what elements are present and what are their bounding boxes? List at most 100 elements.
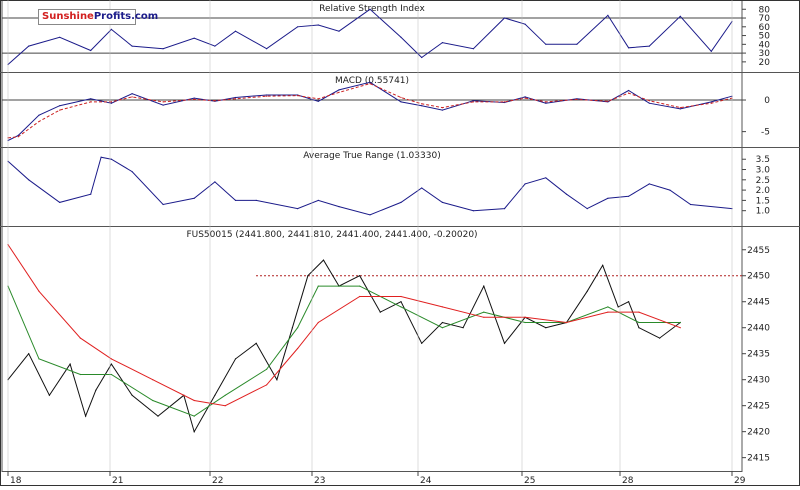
data-point-rsi-0 — [266, 48, 268, 50]
x-tick-label: 21 — [112, 476, 123, 486]
data-point-rsi-0 — [297, 26, 299, 28]
y-tick-label-rsi: 60 — [759, 23, 771, 33]
data-point-atr-0 — [28, 179, 30, 181]
y-tick-label-price: 2455 — [747, 246, 770, 256]
data-point-price-0 — [441, 321, 443, 324]
data-point-rsi-0 — [472, 48, 474, 50]
data-point-price-0 — [359, 275, 361, 277]
data-point-rsi-0 — [234, 30, 237, 32]
data-point-macd-1 — [110, 101, 112, 103]
data-point-rsi-0 — [441, 42, 443, 44]
y-tick-label-rsi: 30 — [759, 49, 771, 59]
x-tick-label: 22 — [212, 476, 223, 486]
data-point-rsi-0 — [338, 30, 340, 32]
data-point-macd-0 — [628, 89, 630, 92]
y-tick-label-price: 2445 — [747, 298, 770, 308]
data-point-macd-0 — [17, 134, 19, 136]
data-point-price-2 — [79, 337, 81, 339]
panel-title-price: FUS50015 (2441.800, 2441.810, 2441.400, … — [186, 230, 477, 240]
data-point-price-0 — [131, 394, 133, 396]
data-point-atr-0 — [503, 208, 506, 210]
data-point-price-0 — [659, 337, 661, 339]
data-point-price-0 — [193, 431, 195, 433]
y-tick-label-price: 2420 — [747, 428, 770, 438]
data-point-price-1 — [524, 321, 526, 324]
data-point-price-0 — [214, 394, 216, 396]
data-point-price-0 — [400, 301, 402, 303]
data-point-rsi-0 — [28, 45, 30, 47]
data-point-atr-0 — [214, 181, 216, 183]
data-point-price-0 — [48, 394, 51, 396]
data-point-rsi-0 — [317, 24, 319, 26]
y-tick-label-atr: 2.5 — [756, 176, 770, 186]
data-point-atr-0 — [628, 195, 630, 197]
data-point-macd-1 — [524, 97, 526, 99]
data-point-price-0 — [586, 290, 588, 292]
data-point-macd-1 — [607, 100, 609, 102]
data-point-atr-0 — [565, 193, 568, 195]
data-point-rsi-0 — [710, 50, 712, 52]
data-point-macd-1 — [679, 107, 681, 109]
data-point-macd-0 — [545, 102, 547, 104]
data-point-atr-0 — [400, 201, 402, 203]
data-point-price-2 — [110, 358, 112, 360]
data-point-price-2 — [679, 327, 681, 329]
x-tick-label: 24 — [420, 476, 432, 486]
y-tick-label-rsi: 80 — [759, 5, 771, 15]
data-point-price-2 — [297, 347, 299, 350]
data-point-macd-0 — [131, 93, 133, 95]
y-tick-label-price: 2415 — [747, 454, 770, 464]
data-point-rsi-0 — [607, 14, 609, 16]
data-point-price-0 — [628, 301, 630, 303]
data-point-macd-1 — [503, 101, 506, 103]
data-point-price-1 — [152, 399, 154, 402]
data-point-rsi-0 — [628, 47, 630, 49]
data-point-atr-0 — [234, 199, 237, 201]
data-point-price-0 — [462, 327, 464, 329]
data-point-macd-0 — [110, 102, 112, 104]
x-tick-label: 25 — [524, 476, 535, 486]
x-tick-label: 23 — [314, 476, 325, 486]
data-point-price-1 — [297, 327, 299, 329]
data-point-price-0 — [483, 285, 485, 287]
data-point-atr-0 — [59, 201, 61, 203]
series-line-macd-1 — [7, 83, 733, 139]
data-point-rsi-0 — [110, 28, 112, 30]
data-point-price-0 — [291, 327, 293, 329]
data-point-atr-0 — [369, 214, 371, 216]
data-point-macd-1 — [628, 92, 630, 94]
x-tick-label: 29 — [734, 476, 746, 486]
data-point-atr-0 — [317, 199, 319, 201]
data-point-macd-0 — [266, 94, 268, 96]
data-point-price-2 — [193, 399, 195, 402]
data-point-atr-0 — [110, 158, 112, 160]
y-tick-label-atr: 2.0 — [756, 186, 771, 196]
panel-title-atr: Average True Range (1.03330) — [303, 151, 440, 161]
data-point-atr-0 — [90, 193, 92, 195]
data-point-rsi-0 — [679, 15, 681, 17]
data-point-price-0 — [28, 353, 30, 355]
data-point-atr-0 — [524, 183, 526, 185]
data-point-price-0 — [638, 327, 640, 329]
data-point-macd-1 — [710, 102, 712, 104]
data-point-price-0 — [255, 342, 257, 344]
data-point-macd-0 — [369, 81, 371, 83]
data-point-atr-0 — [100, 156, 102, 158]
data-point-atr-0 — [255, 199, 257, 201]
y-tick-label-atr: 3.5 — [756, 155, 770, 165]
y-tick-label-price: 2430 — [747, 376, 770, 386]
data-point-macd-0 — [679, 108, 681, 110]
data-point-atr-0 — [131, 171, 133, 173]
data-point-macd-1 — [266, 95, 268, 97]
x-tick-label: 28 — [622, 476, 634, 486]
data-point-atr-0 — [421, 187, 423, 189]
y-tick-label-macd: -5 — [761, 128, 770, 138]
data-point-macd-1 — [59, 109, 61, 111]
data-point-macd-1 — [162, 101, 164, 103]
data-point-macd-0 — [441, 109, 443, 111]
data-point-price-2 — [38, 290, 40, 292]
data-point-macd-0 — [710, 101, 712, 103]
data-point-price-2 — [152, 379, 154, 381]
data-point-price-0 — [110, 363, 112, 365]
